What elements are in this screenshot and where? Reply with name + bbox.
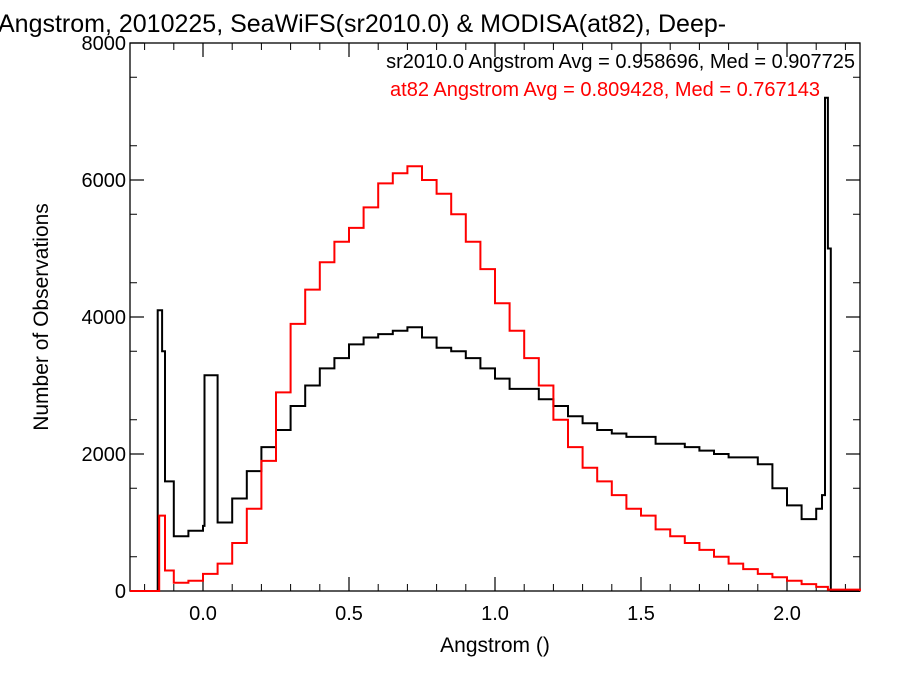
y-tick-labels: 0 2000 4000 6000 8000 xyxy=(82,33,127,603)
y-tick-label: 0 xyxy=(115,581,126,603)
axis-ticks xyxy=(130,42,860,592)
x-axis-label: Angstrom () xyxy=(440,634,550,657)
y-tick-label: 2000 xyxy=(82,444,127,466)
x-tick-label: 1.0 xyxy=(481,603,509,625)
annotation-sr2010: sr2010.0 Angstrom Avg = 0.958696, Med = … xyxy=(386,51,855,73)
y-tick-label: 8000 xyxy=(82,33,127,55)
plot-frame xyxy=(129,42,861,592)
y-tick-label: 4000 xyxy=(82,307,127,329)
x-tick-label: 1.5 xyxy=(627,603,655,625)
x-tick-label: 0.5 xyxy=(335,603,363,625)
chart-title: Angstrom, 2010225, SeaWiFS(sr2010.0) & M… xyxy=(0,10,726,38)
series-line-at82 xyxy=(130,165,861,592)
x-tick-labels: 0.0 0.5 1.0 1.5 2.0 xyxy=(189,603,801,625)
y-axis-label: Number of Observations xyxy=(30,203,53,431)
y-tick-label: 6000 xyxy=(82,170,127,192)
x-tick-label: 2.0 xyxy=(773,603,801,625)
series-layer xyxy=(130,96,861,592)
x-tick-label: 0.0 xyxy=(189,603,217,625)
series-line-sr2010-0 xyxy=(130,96,860,592)
annotation-at82: at82 Angstrom Avg = 0.809428, Med = 0.76… xyxy=(390,79,820,101)
